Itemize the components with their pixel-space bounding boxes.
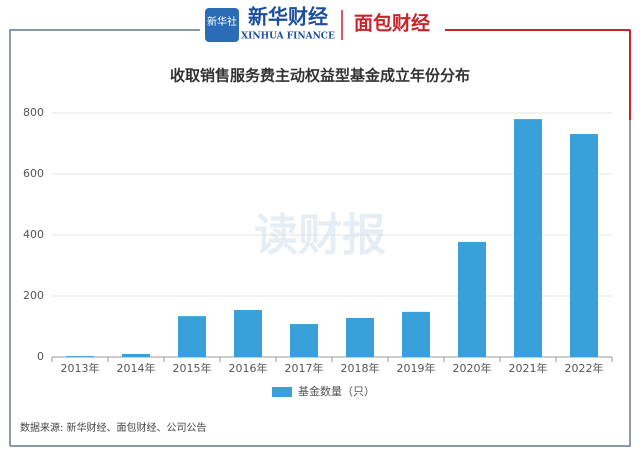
brand-en: XINHUA FINANCE bbox=[241, 32, 335, 42]
brand: 新华财经 bbox=[248, 5, 328, 29]
x-tick-label: 2022年 bbox=[565, 361, 604, 375]
partner: 面包财经 bbox=[354, 12, 430, 35]
watermark: 读财报 bbox=[254, 210, 386, 261]
badge-text: 新华社 bbox=[207, 15, 237, 28]
x-tick-label: 2017年 bbox=[285, 361, 324, 375]
y-tick-label: 600 bbox=[23, 167, 44, 180]
bar bbox=[570, 134, 598, 357]
x-tick-label: 2016年 bbox=[229, 361, 268, 375]
logo-badge bbox=[205, 8, 239, 42]
y-tick-label: 800 bbox=[23, 106, 44, 119]
frame bbox=[9, 29, 200, 446]
x-tick-label: 2019年 bbox=[397, 361, 436, 375]
source: 数据来源: 新华财经、面包财经、公司公告 bbox=[20, 421, 207, 434]
bar bbox=[346, 317, 374, 357]
x-tick-label: 2020年 bbox=[453, 361, 492, 375]
y-tick-label: 0 bbox=[37, 350, 44, 363]
bar bbox=[402, 311, 430, 357]
chart-title: 收取销售服务费主动权益型基金成立年份分布 bbox=[170, 67, 470, 85]
legend-swatch bbox=[272, 387, 292, 397]
bar bbox=[290, 324, 318, 357]
bar bbox=[234, 310, 262, 357]
x-tick-label: 2013年 bbox=[61, 361, 100, 375]
bar bbox=[458, 242, 486, 357]
y-tick-label: 200 bbox=[23, 289, 44, 302]
y-tick-label: 400 bbox=[23, 228, 44, 241]
bar bbox=[66, 356, 94, 357]
bar bbox=[514, 119, 542, 357]
bar bbox=[122, 353, 150, 357]
legend-label: 基金数量（只） bbox=[298, 384, 375, 398]
x-tick-label: 2015年 bbox=[173, 361, 212, 375]
x-tick-label: 2018年 bbox=[341, 361, 380, 375]
x-tick-label: 2014年 bbox=[117, 361, 156, 375]
bar bbox=[178, 316, 206, 357]
x-tick-label: 2021年 bbox=[509, 361, 548, 375]
